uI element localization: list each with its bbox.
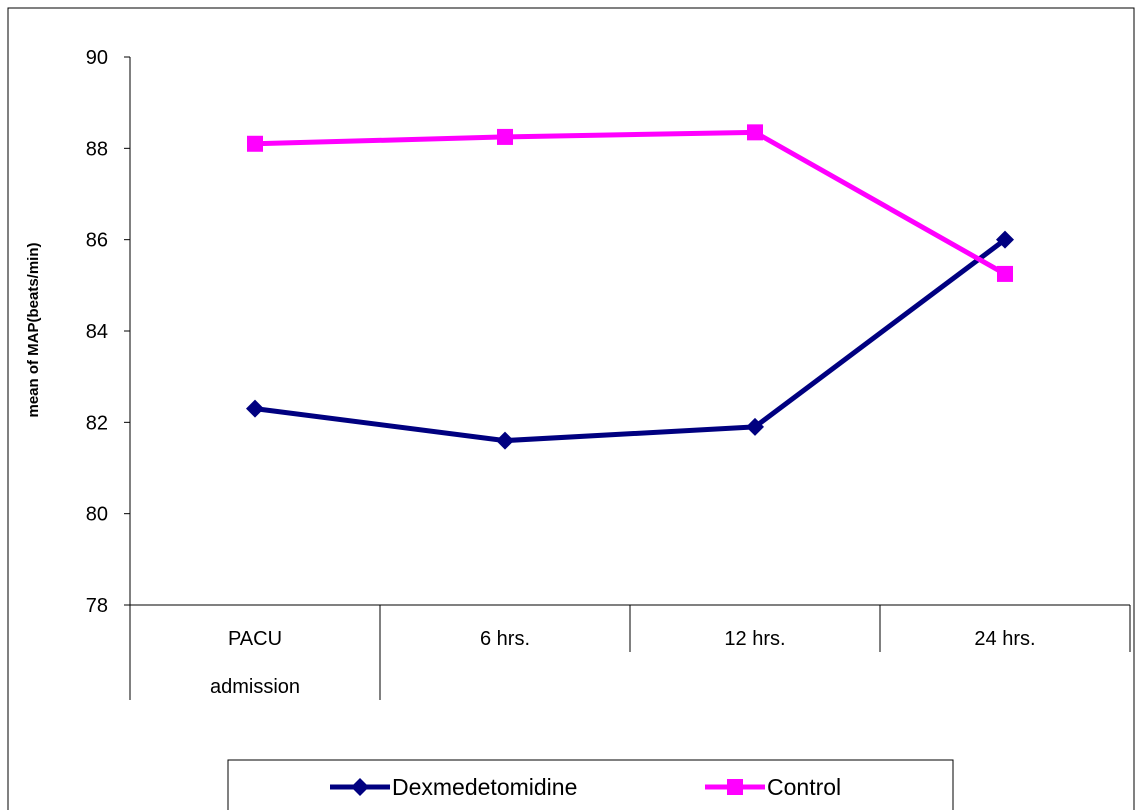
series-group — [246, 124, 1014, 450]
y-tick-label: 82 — [86, 412, 108, 434]
x-category-label: 6 hrs. — [480, 628, 530, 650]
y-tick-label: 80 — [86, 504, 108, 526]
y-tick-label: 84 — [86, 321, 108, 343]
axes — [129, 57, 1130, 606]
data-point-dexmedetomidine — [746, 417, 764, 436]
y-axis-label: mean of MAP(beats/min) — [25, 242, 42, 417]
data-point-control — [997, 265, 1013, 282]
x-category-label: PACU — [228, 628, 282, 650]
data-point-control — [247, 135, 263, 152]
chart-border — [7, 7, 1135, 810]
legend-label-dexmedetomidine: Dexmedetomidine — [392, 774, 577, 800]
y-tick-label: 78 — [86, 595, 108, 617]
legend-marker-dexmedetomidine — [351, 778, 369, 796]
legend-marker-control — [727, 779, 743, 795]
x-category-label: 24 hrs. — [974, 628, 1035, 650]
data-point-dexmedetomidine — [996, 230, 1014, 249]
y-tick-label: 90 — [86, 47, 108, 69]
data-point-control — [747, 124, 763, 141]
y-tick-label: 86 — [86, 230, 108, 252]
legend: Dexmedetomidine Control — [227, 759, 954, 810]
x-categories: PACU admission 6 hrs. 12 hrs. 24 hrs. — [129, 605, 1131, 700]
legend-label-control: Control — [767, 774, 841, 800]
y-ticks: 78 80 82 84 86 88 90 — [86, 47, 130, 617]
x-category-label: admission — [210, 676, 300, 698]
data-point-dexmedetomidine — [496, 431, 514, 450]
series-line-control — [254, 129, 1007, 277]
data-point-dexmedetomidine — [246, 399, 264, 418]
series-line-dexmedetomidine — [254, 237, 1007, 444]
x-category-label: 12 hrs. — [724, 628, 785, 650]
y-tick-label: 88 — [86, 138, 108, 160]
data-point-control — [497, 128, 513, 145]
